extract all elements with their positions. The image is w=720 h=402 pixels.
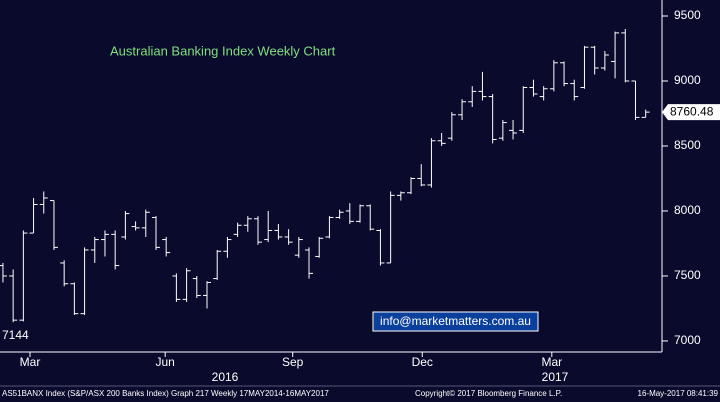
x-tick-label: Mar xyxy=(541,355,562,369)
watermark-box xyxy=(372,311,539,332)
last-price-label: 8760.48 xyxy=(670,104,714,118)
footer-right: 16-May-2017 08:41:39 xyxy=(638,389,719,398)
last-price-box xyxy=(662,104,720,121)
year-label: 2017 xyxy=(542,370,569,384)
y-tick-label: 8500 xyxy=(674,138,701,152)
x-tick-label: Mar xyxy=(20,355,41,369)
year-label: 2016 xyxy=(212,370,239,384)
y-tick-label: 8000 xyxy=(674,203,701,217)
watermark: info@marketmatters.com.au xyxy=(380,314,531,328)
y-tick-label: 7000 xyxy=(674,333,701,347)
footer-center: Copyright© 2017 Bloomberg Finance L.P. xyxy=(415,389,562,398)
y-tick-label: 7500 xyxy=(674,268,701,282)
y-tick-label: 9500 xyxy=(674,8,701,22)
chart-title: Australian Banking Index Weekly Chart xyxy=(110,43,336,58)
footer-left: AS51BANX Index (S&P/ASX 200 Banks Index)… xyxy=(2,389,329,398)
x-tick-label: Sep xyxy=(282,355,304,369)
x-tick-label: Jun xyxy=(155,355,174,369)
x-tick-label: Dec xyxy=(412,355,433,369)
y-tick-label: 9000 xyxy=(674,73,701,87)
low-label: 7144 xyxy=(2,328,29,342)
